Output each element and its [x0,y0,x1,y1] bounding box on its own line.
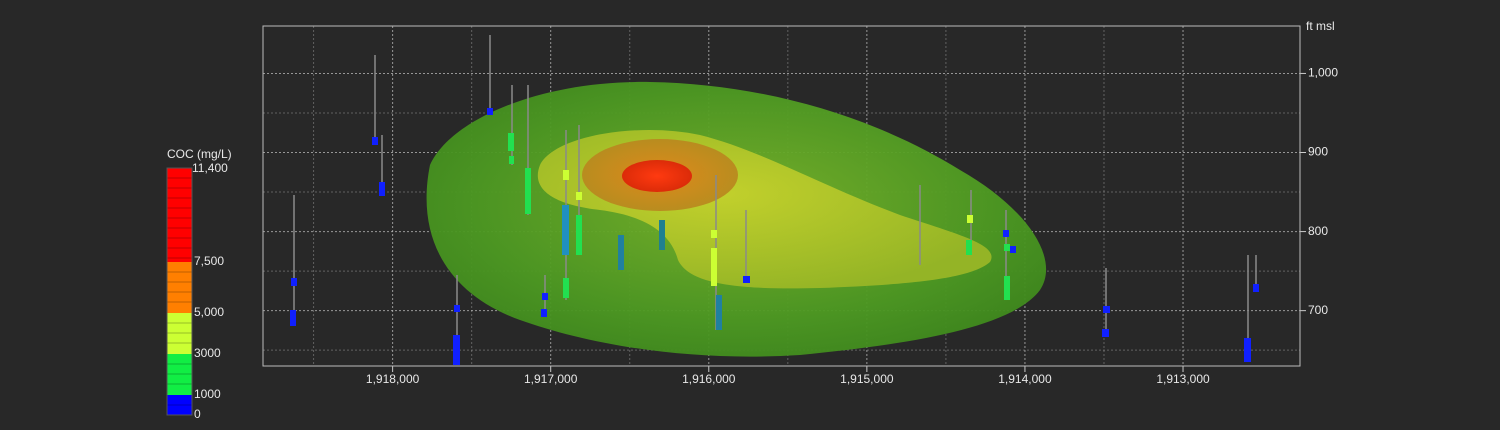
sample [508,133,514,151]
legend-label: 3000 [194,346,221,360]
axes: 1,918,000 1,917,000 1,916,000 1,915,000 1,91… [262,25,1338,386]
sample [379,182,385,196]
well-samples [290,108,1259,365]
sample [659,220,665,250]
y-tick-label: 700 [1308,303,1328,317]
legend-label: 5,000 [194,305,224,319]
legend-label: 1000 [194,387,221,401]
sample [743,276,750,283]
legend: 11,400 7,500 5,000 3000 1000 0 [166,161,228,421]
x-tick-label: 1,918,000 [366,372,420,386]
sample [1103,306,1110,313]
sample [966,240,972,255]
legend-band [167,168,192,262]
legend-title: COC (mg/L) [167,147,232,161]
legend-band [167,395,192,415]
y-tick-label: 1,000 [1308,66,1338,80]
sample [1244,338,1251,362]
x-tick-label: 1,914,000 [998,372,1052,386]
sample [716,295,722,330]
sample [1004,276,1010,300]
legend-frame [166,167,193,416]
sample [1010,246,1016,253]
legend-band [167,262,192,313]
sample [967,215,973,223]
x-tick-label: 1,915,000 [840,372,894,386]
sample [711,248,717,286]
sample [509,156,514,164]
sample [563,170,569,180]
legend-label: 7,500 [194,254,224,268]
x-tick-label: 1,917,000 [524,372,578,386]
sample [453,335,460,365]
legend-label: 11,400 [192,161,228,175]
sample [1003,230,1009,237]
sample [291,278,297,286]
sample [290,310,296,326]
sample [711,230,717,238]
sample [525,168,531,214]
plume [426,81,1047,357]
sample [454,305,460,312]
sample [563,278,569,298]
legend-band [167,313,192,354]
sample [618,235,624,270]
sample [1253,284,1259,292]
sample [576,215,582,255]
x-tick-label: 1,913,000 [1156,372,1210,386]
y-tick-label: 800 [1308,224,1328,238]
sample [542,293,548,300]
sample [487,108,493,115]
sample [562,205,569,255]
plot-frame [262,25,1301,367]
legend-label: 0 [194,407,201,421]
sample [1102,329,1109,337]
sample [372,137,378,145]
sample [1004,244,1010,251]
y-tick-label: 900 [1308,145,1328,159]
legend-band [167,354,192,395]
y-axis-label: ft msl [1306,19,1335,33]
plume-red [622,160,692,192]
x-tick-label: 1,916,000 [682,372,736,386]
grid [263,26,1300,366]
sample [541,309,547,317]
sample [576,192,582,200]
